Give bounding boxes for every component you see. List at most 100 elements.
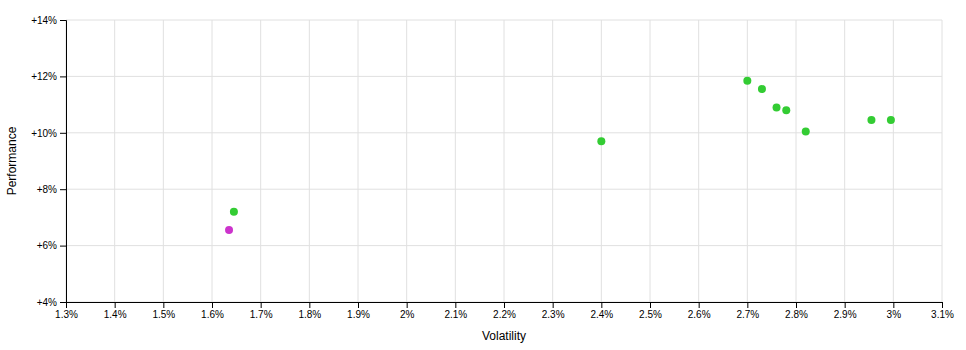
tick-mark [60,246,66,247]
tick-mark [261,302,262,308]
tick-label: +12% [31,71,57,82]
point [773,103,781,111]
tick: 2.7% [736,302,759,320]
tick-mark [455,302,456,308]
tick-label: 3% [887,309,902,320]
grid-line [66,245,942,246]
tick-label: 1.7% [250,309,273,320]
tick-mark [699,302,700,308]
tick: +14% [31,15,66,26]
tick: 2.5% [639,302,662,320]
x-axis-title: Volatility [482,329,526,343]
tick: 2.9% [834,302,857,320]
grid [66,20,942,302]
plot: 1.3% 1.4% 1.5% 1.6% 1.7% 1.8% 1.9% 2% 2.1% 2.2% 2.… [5,15,954,343]
tick-label: 1.4% [104,309,127,320]
axis-line [60,21,67,303]
tick-mark [60,133,66,134]
tick-mark [60,76,66,77]
grid-line [260,20,261,302]
tick: +10% [31,128,66,139]
grid-line [552,20,553,302]
y-axis-title: Performance [5,126,19,195]
tick-mark [212,302,213,308]
tick-mark [358,302,359,308]
chart: 1.3% 1.4% 1.5% 1.6% 1.7% 1.8% 1.9% 2% 2.1% 2.2% 2.… [0,0,966,350]
point [758,85,766,93]
tick-label: 2.7% [736,309,759,320]
tick-mark [601,302,602,308]
grid-line [504,20,505,302]
tick-label: 1.8% [298,309,321,320]
point [802,127,810,135]
grid-line [66,132,942,133]
chart-container: 1.3% 1.4% 1.5% 1.6% 1.7% 1.8% 1.9% 2% 2.1% 2.2% 2.… [0,0,966,350]
tick-label: 3.1% [931,309,954,320]
tick-label: 2.9% [834,309,857,320]
tick-label: 1.9% [347,309,370,320]
marks [225,77,895,234]
tick-mark [115,302,116,308]
tick-label: 1.3% [55,309,78,320]
tick-mark [309,302,310,308]
tick: 2.6% [688,302,711,320]
tick: 2.3% [542,302,565,320]
point [782,106,790,114]
tick-mark [60,20,66,21]
tick: 2.2% [493,302,516,320]
grid-line [844,20,845,302]
tick: 1.5% [152,302,175,320]
axis-line [67,303,943,309]
tick-mark [796,302,797,308]
grid-line [747,20,748,302]
tick-label: 2.4% [590,309,613,320]
tick-mark [650,302,651,308]
y-axis: +4% +6% +8% +10% +12% +14% [31,15,66,308]
grid-line [650,20,651,302]
tick-mark [553,302,554,308]
point [887,116,895,124]
tick: 1.8% [298,302,321,320]
tick: 3.1% [931,302,954,320]
x-axis: 1.3% 1.4% 1.5% 1.6% 1.7% 1.8% 1.9% 2% 2.1% 2.2% 2.… [55,302,954,320]
point [867,116,875,124]
tick: 1.6% [201,302,224,320]
grid-line [601,20,602,302]
point [743,77,751,85]
tick: 3% [887,302,902,320]
tick-label: 2% [400,309,415,320]
tick: +6% [37,240,66,251]
grid-line [455,20,456,302]
grid-line [66,189,942,190]
tick-label: +6% [37,240,57,251]
tick: 1.7% [250,302,273,320]
grid-line [358,20,359,302]
tick: 1.9% [347,302,370,320]
grid-line [796,20,797,302]
tick: 2% [400,302,415,320]
tick-label: +8% [37,184,57,195]
tick: +8% [37,184,66,195]
grid-line [66,20,942,21]
series [225,226,233,234]
grid-line [406,20,407,302]
tick-mark [504,302,505,308]
tick-mark [747,302,748,308]
tick: 2.4% [590,302,613,320]
tick-label: 2.8% [785,309,808,320]
tick: +12% [31,71,66,82]
tick-label: 2.3% [542,309,565,320]
grid-line [212,20,213,302]
tick-label: 2.6% [688,309,711,320]
tick-mark [60,189,66,190]
grid-line [309,20,310,302]
point [597,137,605,145]
tick-label: 2.1% [444,309,467,320]
tick-label: 1.6% [201,309,224,320]
tick-mark [407,302,408,308]
tick-mark [163,302,164,308]
tick-label: 2.2% [493,309,516,320]
tick: 1.4% [104,302,127,320]
tick-label: 2.5% [639,309,662,320]
tick-label: +4% [37,297,57,308]
